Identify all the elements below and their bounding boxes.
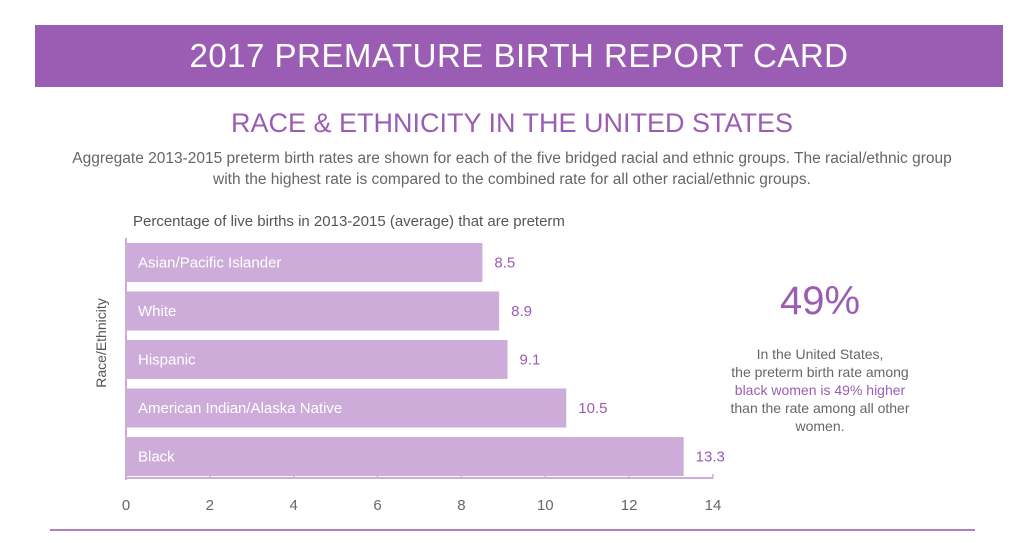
bar-category-label: Hispanic bbox=[138, 352, 196, 369]
callout-line2: the preterm birth rate among bbox=[731, 364, 909, 380]
bar bbox=[126, 388, 567, 428]
x-tick-label: 4 bbox=[290, 497, 298, 514]
x-tick-label: 14 bbox=[705, 497, 722, 514]
bar bbox=[126, 340, 508, 379]
bar-category-label: American Indian/Alaska Native bbox=[138, 400, 342, 417]
callout-stat: 49% bbox=[779, 279, 861, 323]
bottom-divider bbox=[50, 529, 975, 531]
bar-value-label: 8.5 bbox=[494, 255, 515, 272]
report-title-banner: 2017 PREMATURE BIRTH REPORT CARD bbox=[35, 25, 1003, 87]
chart-title: Percentage of live births in 2013-2015 (… bbox=[133, 213, 565, 230]
x-tick-label: 12 bbox=[621, 497, 638, 514]
bar-value-label: 8.9 bbox=[511, 303, 532, 320]
bar-category-label: Black bbox=[138, 449, 175, 466]
bar-category-label: Asian/Pacific Islander bbox=[138, 255, 281, 272]
bar bbox=[126, 243, 483, 282]
section-description: Aggregate 2013-2015 preterm birth rates … bbox=[72, 150, 952, 188]
callout-line1: In the United States, bbox=[756, 346, 884, 362]
callout: 49% In the United States, the preterm bi… bbox=[720, 275, 920, 435]
x-tick-label: 6 bbox=[373, 497, 381, 514]
bar-value-label: 13.3 bbox=[696, 449, 725, 466]
callout-highlight: black women is 49% higher bbox=[734, 382, 906, 398]
x-tick-label: 0 bbox=[122, 497, 130, 514]
x-tick-label: 8 bbox=[457, 497, 465, 514]
section-title: RACE & ETHNICITY IN THE UNITED STATES bbox=[230, 108, 794, 138]
bar bbox=[126, 291, 500, 331]
x-tick-label: 2 bbox=[206, 497, 214, 514]
bar-value-label: 10.5 bbox=[578, 400, 607, 417]
bar bbox=[126, 437, 684, 476]
bar-category-label: White bbox=[138, 303, 176, 320]
callout-line3: than the rate among all other women. bbox=[730, 400, 910, 434]
x-tick-label: 10 bbox=[537, 497, 554, 514]
bar-value-label: 9.1 bbox=[520, 352, 541, 369]
report-title: 2017 PREMATURE BIRTH REPORT CARD bbox=[189, 37, 849, 74]
